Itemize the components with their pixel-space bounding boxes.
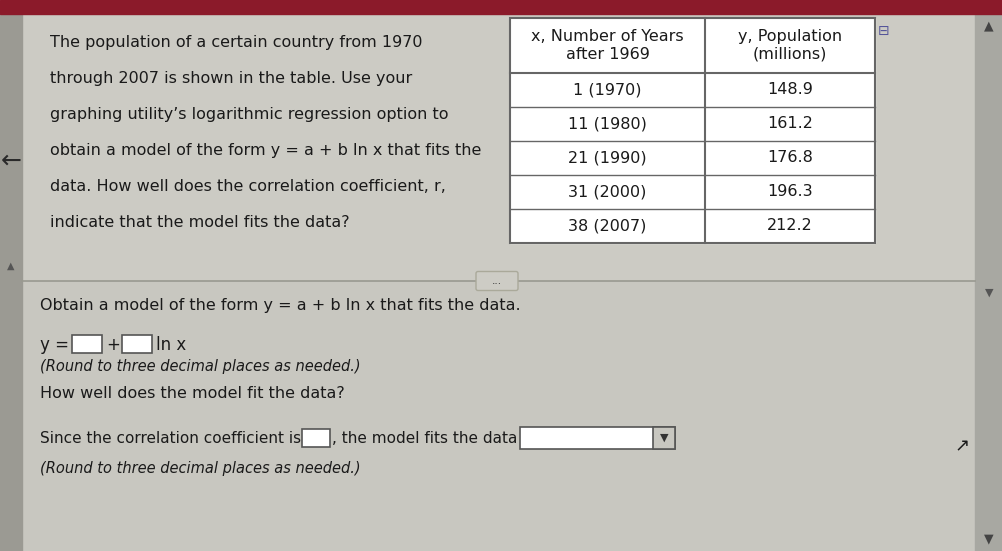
Text: ▼: ▼: [983, 532, 993, 545]
Text: 161.2: 161.2: [767, 116, 813, 132]
Text: (Round to three decimal places as needed.): (Round to three decimal places as needed…: [40, 359, 361, 374]
Text: graphing utility’s logarithmic regression option to: graphing utility’s logarithmic regressio…: [50, 107, 448, 122]
Text: ln x: ln x: [156, 336, 186, 354]
Text: 11 (1980): 11 (1980): [567, 116, 646, 132]
Bar: [0, 0, 1002, 14]
FancyBboxPatch shape: [476, 272, 517, 290]
Bar: [509, 18, 874, 243]
Text: through 2007 is shown in the table. Use your: through 2007 is shown in the table. Use …: [50, 71, 412, 86]
Text: (Round to three decimal places as needed.): (Round to three decimal places as needed…: [40, 461, 361, 476]
Bar: [974, 14, 1002, 551]
Bar: [122, 335, 152, 353]
Text: ...: ...: [491, 276, 502, 286]
Text: 1 (1970): 1 (1970): [573, 83, 641, 98]
Text: ←: ←: [0, 149, 21, 173]
Bar: [652, 427, 674, 449]
Text: data. How well does the correlation coefficient, r,: data. How well does the correlation coef…: [50, 179, 446, 194]
Text: The population of a certain country from 1970: The population of a certain country from…: [50, 35, 422, 50]
Text: 212.2: 212.2: [767, 219, 812, 234]
Text: 21 (1990): 21 (1990): [567, 150, 646, 165]
Text: ▼: ▼: [659, 433, 667, 443]
Bar: [22, 281, 974, 551]
Text: y, Population
(millions): y, Population (millions): [737, 29, 842, 62]
Text: Since the correlation coefficient is r =: Since the correlation coefficient is r =: [40, 431, 330, 446]
Text: 196.3: 196.3: [767, 185, 812, 199]
Text: ▲: ▲: [983, 19, 993, 33]
Text: 148.9: 148.9: [767, 83, 813, 98]
Text: 31 (2000): 31 (2000): [568, 185, 646, 199]
Text: indicate that the model fits the data?: indicate that the model fits the data?: [50, 215, 350, 230]
Text: ⊟: ⊟: [877, 24, 889, 38]
Text: 176.8: 176.8: [767, 150, 813, 165]
Text: ↗: ↗: [954, 437, 969, 455]
Bar: [72, 335, 102, 353]
Text: , the model fits the data: , the model fits the data: [332, 431, 517, 446]
Text: ▲: ▲: [7, 261, 15, 271]
Text: +: +: [106, 336, 120, 354]
Bar: [519, 427, 674, 449]
Text: y =: y =: [40, 336, 74, 354]
Bar: [22, 14, 974, 281]
Bar: [302, 429, 330, 447]
Bar: [0, 14, 22, 551]
Text: x, Number of Years
after 1969: x, Number of Years after 1969: [531, 29, 683, 62]
Text: ▼: ▼: [984, 288, 992, 298]
Bar: [509, 18, 874, 243]
Text: How well does the model fit the data?: How well does the model fit the data?: [40, 386, 345, 401]
Text: Obtain a model of the form y = a + b ln x that fits the data.: Obtain a model of the form y = a + b ln …: [40, 298, 520, 313]
Text: obtain a model of the form y = a + b ln x that fits the: obtain a model of the form y = a + b ln …: [50, 143, 481, 158]
Text: 38 (2007): 38 (2007): [568, 219, 646, 234]
